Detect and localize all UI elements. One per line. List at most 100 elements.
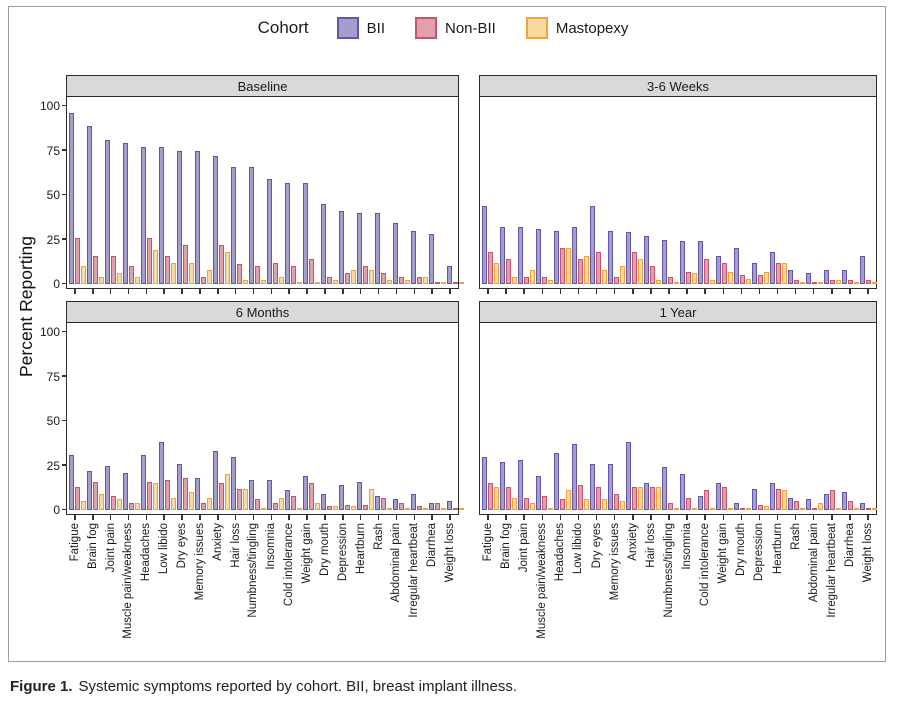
- x-axis-label-rash: Rash: [372, 523, 385, 550]
- x-tick-cell: [316, 289, 334, 294]
- bar-mastopexy-hair-loss: [655, 280, 661, 284]
- bar-bii-heartburn: [356, 481, 362, 510]
- bar-mastopexy-cold-intolerance: [709, 280, 715, 284]
- y-tick-mark: [62, 464, 67, 466]
- y-tick-mark: [62, 419, 67, 421]
- bar-non-bii-depression: [344, 273, 350, 284]
- bar-non-bii-weight-loss: [452, 508, 458, 510]
- bar-non-bii-cold-intolerance: [703, 259, 709, 284]
- bar-bii-weight-gain: [302, 182, 308, 284]
- bar-bii-rash: [374, 495, 380, 510]
- x-tick-cell: [227, 515, 245, 520]
- bar-mastopexy-hair-loss: [655, 486, 661, 510]
- y-tick-label: 25: [46, 232, 60, 247]
- x-tick-cell: [316, 515, 334, 520]
- bar-mastopexy-dry-eyes: [188, 262, 194, 284]
- x-axis-label-hair-loss: Hair loss: [644, 523, 657, 568]
- y-tick-label: 50: [46, 414, 60, 428]
- x-label-cell: Fatigue: [479, 520, 497, 666]
- x-tick-mark: [217, 289, 219, 294]
- x-tick-mark: [359, 289, 362, 294]
- bar-mastopexy-weight-loss: [871, 282, 877, 284]
- bar-non-bii-dry-eyes: [182, 244, 188, 284]
- bar-non-bii-numbness-tingling: [667, 276, 673, 284]
- bar-group-headaches: [140, 323, 158, 510]
- x-axis-labels: Fatigue Brain fog Joint pain Muscle pain/we…: [66, 520, 459, 666]
- x-tick-mark: [92, 289, 94, 294]
- plot-area: [479, 97, 877, 289]
- bar-mastopexy-brain-fog: [98, 493, 104, 510]
- bar-group-joint-pain: [104, 97, 122, 284]
- bar-bii-joint-pain: [517, 460, 523, 510]
- x-label-cell: Joint pain: [515, 520, 533, 666]
- x-tick-cell: [642, 289, 660, 294]
- bar-group-dry-mouth: [320, 97, 338, 284]
- x-label-cell: Irregular heartbeat: [405, 520, 423, 666]
- bar-group-irregular-heartbeat: [410, 323, 428, 510]
- bar-bii-dry-mouth: [733, 248, 739, 284]
- bar-group-heartburn: [769, 323, 787, 510]
- bar-mastopexy-weight-gain: [314, 282, 320, 284]
- bar-non-bii-joint-pain: [523, 276, 529, 284]
- bar-non-bii-memory-issues: [200, 502, 206, 510]
- bar-group-rash: [787, 97, 805, 284]
- x-tick-mark: [523, 289, 525, 294]
- x-axis-label-muscle-pain-weakness: Muscle pain/weakness: [122, 523, 135, 639]
- bar-non-bii-numbness-tingling: [254, 499, 260, 510]
- facet-title: 6 Months: [235, 304, 290, 320]
- bar-group-diarrhea: [428, 97, 446, 284]
- x-tick-mark: [541, 515, 544, 520]
- x-tick-mark: [577, 515, 580, 520]
- y-tick-mark: [62, 375, 67, 377]
- bar-bii-memory-issues: [607, 230, 613, 284]
- bar-mastopexy-dry-mouth: [332, 280, 338, 284]
- bar-bii-cold-intolerance: [284, 490, 290, 510]
- bar-mastopexy-depression: [763, 506, 769, 510]
- x-tick-mark: [595, 289, 598, 294]
- x-label-cell: Insomnia: [262, 520, 280, 666]
- x-label-cell: Numbness/tingling: [660, 520, 678, 666]
- y-axis-title: Percent Reporting: [16, 235, 37, 377]
- bar-bii-headaches: [553, 453, 559, 510]
- bar-mastopexy-hair-loss: [242, 488, 248, 510]
- bar-bii-muscle-pain-weakness: [535, 228, 541, 284]
- x-tick-mark: [342, 289, 344, 294]
- legend-label: BII: [366, 19, 385, 37]
- bar-mastopexy-brain-fog: [98, 276, 104, 284]
- bar-mastopexy-dry-mouth: [745, 508, 751, 510]
- y-tick-mark: [62, 104, 67, 106]
- x-axis-label-low-libido: Low libido: [572, 523, 585, 575]
- bar-bii-rash: [374, 212, 380, 284]
- bar-mastopexy-weight-gain: [727, 271, 733, 284]
- bar-non-bii-cold-intolerance: [703, 490, 709, 510]
- x-tick-mark: [324, 515, 326, 520]
- facet-panel-baseline: Baseline 0 25 50 75 100: [40, 75, 464, 294]
- bar-non-bii-diarrhea: [847, 280, 853, 284]
- x-tick-cell: [102, 289, 120, 294]
- x-label-cell: Depression: [334, 520, 352, 666]
- x-label-cell: Dry mouth: [316, 520, 334, 666]
- bar-bii-cold-intolerance: [284, 182, 290, 284]
- bar-mastopexy-numbness-tingling: [260, 280, 266, 284]
- bar-mastopexy-fatigue: [493, 262, 499, 284]
- x-tick-cell: [606, 289, 624, 294]
- bar-non-bii-anxiety: [631, 251, 637, 284]
- x-axis-label-dry-eyes: Dry eyes: [176, 523, 189, 569]
- bar-group-heartburn: [769, 97, 787, 284]
- bar-group-diarrhea: [841, 97, 859, 284]
- x-tick-cell: [137, 289, 155, 294]
- x-tick-cell: [823, 515, 841, 520]
- bar-mastopexy-diarrhea: [440, 508, 446, 510]
- bar-group-joint-pain: [104, 323, 122, 510]
- bar-group-numbness-tingling: [661, 323, 679, 510]
- bar-non-bii-low-libido: [164, 479, 170, 510]
- bar-bii-cold-intolerance: [697, 241, 703, 284]
- x-axis-label-abdominal-pain: Abdominal pain: [807, 523, 820, 603]
- bar-group-muscle-pain-weakness: [535, 97, 553, 284]
- x-tick-mark: [413, 289, 415, 294]
- x-tick-cell: [732, 289, 750, 294]
- plot-area: 0 25 50 75 100: [40, 97, 464, 291]
- x-tick-mark: [523, 515, 525, 520]
- bar-non-bii-fatigue: [74, 486, 80, 510]
- x-label-cell: Brain fog: [497, 520, 515, 666]
